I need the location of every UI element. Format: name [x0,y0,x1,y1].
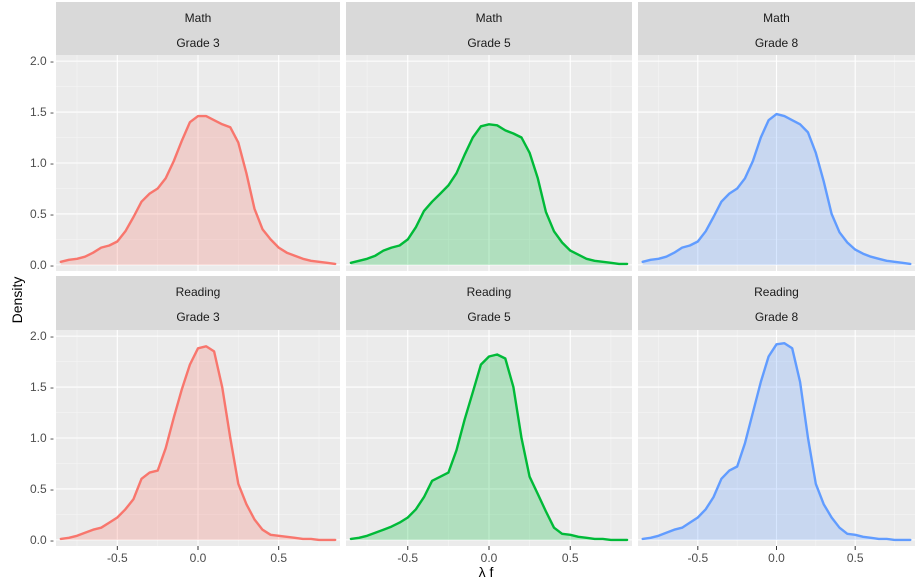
y-tick-label: 1.5 - [30,380,54,394]
facet-strip [56,2,340,55]
x-tick-label: -0.5 [107,551,128,565]
facet-strip [346,276,632,330]
facet-panel: Math Grade 3 0.0 - 0.5 - 1.0 - 1.5 - 2.0 - [30,2,340,272]
density-line [641,342,912,542]
facet-strip-subject: Reading [754,285,799,299]
density-line [349,123,629,266]
y-tick-label: 2.0 - [30,54,54,68]
facet-panel: Reading Grade 3 0.0 - 0.5 - 1.0 - 1.5 - 2.0 - -… [30,276,340,565]
facet-strip-subject: Math [185,11,212,25]
density-line [349,353,629,542]
facet-panel: Reading Grade 5 -0.5 0.0 0.5 [346,276,632,565]
facet-panel: Math Grade 5 [346,2,632,271]
facet-strip-grade: Grade 3 [176,310,220,324]
density-line [59,114,337,266]
facet-strip-grade: Grade 5 [467,310,511,324]
x-tick-label: -0.5 [397,551,418,565]
facet-strip-grade: Grade 5 [467,36,511,50]
facet-strip [638,2,915,55]
facet-strip-grade: Grade 8 [755,36,799,50]
y-tick-label: 0.5 - [30,482,54,496]
x-tick-label: 0.5 [270,551,287,565]
facet-strip [346,2,632,55]
y-tick-label: 0.0 - [30,533,54,547]
x-tick-label: 0.5 [847,551,864,565]
x-tick-label: -0.5 [687,551,708,565]
y-tick-label: 0.5 - [30,207,54,221]
x-tick-label: 0.5 [562,551,579,565]
facet-strip-subject: Math [763,11,790,25]
density-area [60,116,336,265]
density-area [350,354,628,540]
facet-strip-subject: Reading [176,285,221,299]
density-area [60,346,336,540]
facet-panel: Math Grade 8 [638,2,915,271]
facet-strip-grade: Grade 8 [755,310,799,324]
facet-panel: Reading Grade 8 -0.5 0.0 0.5 [638,276,915,565]
density-area [642,343,911,540]
facet-strip [638,276,915,330]
facet-strip-subject: Math [476,11,503,25]
y-axis-title: Density [9,277,25,324]
y-tick-label: 1.0 - [30,431,54,445]
density-line [641,112,912,266]
density-area [350,124,628,265]
x-tick-label: 0.0 [481,551,498,565]
density-line [59,345,337,542]
x-tick-label: 0.0 [768,551,785,565]
density-area [642,114,911,265]
x-axis-title: λ f [479,564,494,580]
y-tick-label: 2.0 - [30,329,54,343]
x-tick-label: 0.0 [190,551,207,565]
facet-strip [56,276,340,330]
y-tick-label: 0.0 - [30,258,54,272]
y-tick-label: 1.0 - [30,156,54,170]
facet-strip-subject: Reading [467,285,512,299]
y-tick-label: 1.5 - [30,105,54,119]
facet-strip-grade: Grade 3 [176,36,220,50]
